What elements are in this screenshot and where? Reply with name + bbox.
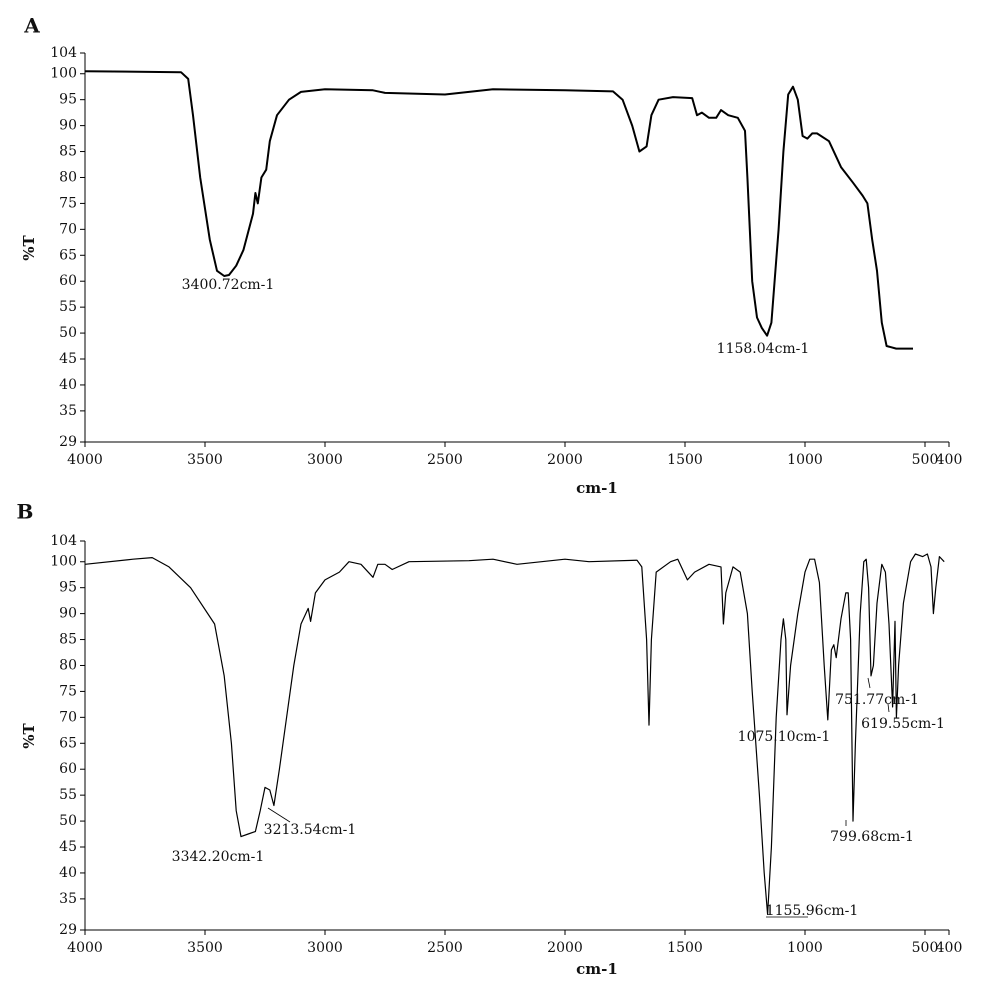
- leader-line: [267, 807, 291, 823]
- spectrum-line: [84, 70, 913, 350]
- peak-annotation: 1155.96cm-1: [766, 903, 859, 919]
- x-tick-label: 1500: [667, 940, 703, 956]
- y-tick-label: 55: [59, 299, 77, 315]
- x-tick-label: 2500: [427, 940, 463, 956]
- leader-line: [887, 703, 890, 713]
- y-tick-label: 75: [59, 683, 77, 699]
- y-tick-label: 40: [59, 377, 77, 393]
- y-tick-label: 65: [59, 247, 77, 263]
- x-tick-label: 3500: [187, 940, 223, 956]
- y-tick-label: 80: [59, 169, 77, 185]
- panel: B %T cm-1 29 35 40 45 50 55 60 65 70 75 80 85 90 95 100 10…: [17, 500, 963, 979]
- peak-annotation: 751.77cm-1: [835, 692, 919, 708]
- y-tick-label: 104: [50, 45, 77, 61]
- y-tick-label: 95: [59, 580, 77, 596]
- y-tick-label: 100: [50, 66, 77, 82]
- y-tick-label: 50: [59, 325, 77, 341]
- x-tick-label: 1500: [667, 452, 703, 468]
- y-tick-label: 35: [59, 891, 77, 907]
- y-tick-label: 29: [59, 434, 77, 450]
- peak-annotation: 619.55cm-1: [861, 716, 945, 732]
- y-tick-label: 45: [59, 351, 77, 367]
- y-tick-label: 85: [59, 632, 77, 648]
- x-tick-label: 4000: [67, 940, 103, 956]
- y-tick-label: 85: [59, 144, 77, 160]
- spectrum-line: [84, 553, 945, 915]
- x-tick-label: 500: [912, 452, 939, 468]
- x-tick-label: 2000: [547, 452, 583, 468]
- y-tick-label: 70: [59, 709, 77, 725]
- y-tick-label: 90: [59, 118, 77, 134]
- y-tick-label: 60: [59, 273, 77, 289]
- y-axis-label: %T: [20, 722, 38, 748]
- peak-annotation: 3400.72cm-1: [182, 277, 275, 293]
- leader-line: [867, 677, 871, 689]
- y-tick-label: 50: [59, 813, 77, 829]
- y-tick-label: 75: [59, 195, 77, 211]
- x-tick-label: 1000: [787, 452, 823, 468]
- x-tick-label: 4000: [67, 452, 103, 468]
- x-tick-label: 400: [936, 940, 963, 956]
- x-tick-label: 3000: [307, 940, 343, 956]
- x-tick-label: 2000: [547, 940, 583, 956]
- y-tick-label: 65: [59, 735, 77, 751]
- y-tick-label: 35: [59, 403, 77, 419]
- y-tick-label: 55: [59, 787, 77, 803]
- peak-annotation: 3213.54cm-1: [264, 822, 357, 838]
- x-tick-label: 3000: [307, 452, 343, 468]
- y-axis-label: %T: [20, 234, 38, 260]
- peak-annotation: 1158.04cm-1: [717, 341, 810, 357]
- y-tick-label: 100: [50, 554, 77, 570]
- x-tick-label: 1000: [787, 940, 823, 956]
- y-tick-label: 60: [59, 761, 77, 777]
- x-tick-label: 500: [912, 940, 939, 956]
- y-tick-label: 29: [59, 922, 77, 938]
- x-axis-label: cm-1: [576, 960, 618, 978]
- peak-annotation: 3342.20cm-1: [172, 849, 265, 865]
- panel: A %T cm-1 29 35 40 45 50 55 60 65 70 75 80 85 90 95 100 10…: [20, 14, 962, 498]
- y-tick-label: 80: [59, 657, 77, 673]
- y-tick-label: 70: [59, 221, 77, 237]
- panel-label: A: [23, 14, 40, 38]
- y-tick-label: 90: [59, 606, 77, 622]
- peak-annotation: 799.68cm-1: [830, 829, 914, 845]
- y-tick-label: 45: [59, 839, 77, 855]
- y-tick-label: 95: [59, 92, 77, 108]
- y-tick-label: 40: [59, 865, 77, 881]
- y-tick-label: 104: [50, 533, 77, 549]
- x-tick-label: 400: [936, 452, 963, 468]
- peak-annotation: 1075.10cm-1: [738, 729, 831, 745]
- x-tick-label: 3500: [187, 452, 223, 468]
- panel-label: B: [17, 500, 34, 524]
- x-axis-label: cm-1: [576, 479, 618, 497]
- x-tick-label: 2500: [427, 452, 463, 468]
